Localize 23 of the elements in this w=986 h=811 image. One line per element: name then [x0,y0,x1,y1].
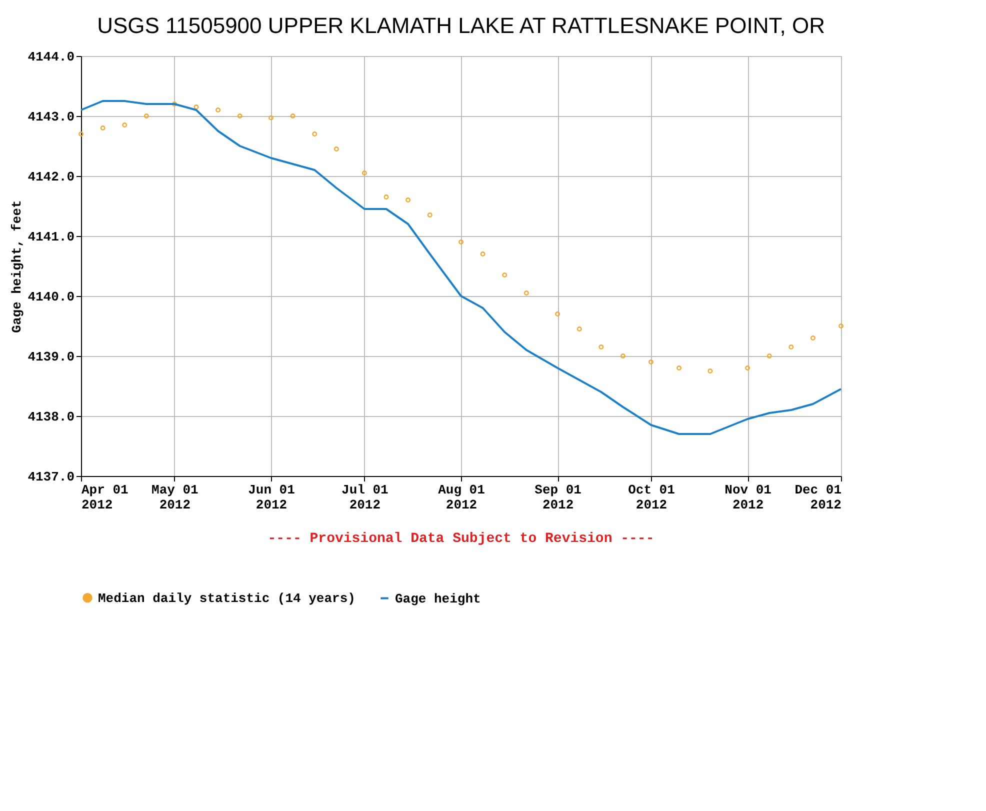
y-tick-label: 4144.0 [28,50,75,64]
x-tick-label: Oct 01 2012 [628,482,676,512]
x-tick-label: May 01 2012 [152,482,199,512]
y-tick-label: 4138.0 [28,410,75,424]
x-tick-label: Aug 01 2012 [438,482,486,512]
y-axis-title: Gage height, feet [10,200,25,333]
y-tick-label: 4141.0 [28,230,75,244]
legend-label: Gage height [395,591,481,606]
legend-label: Median daily statistic (14 years) [98,590,356,606]
y-tick-label: 4139.0 [28,350,75,364]
x-tick-label: Nov 01 2012 [724,482,772,512]
y-tick-label: 4142.0 [28,170,75,184]
x-tick-label: Apr 01 2012 [82,482,129,512]
text: ---- Provisional Data Subject to Revision ---- [268,531,654,547]
y-tick-label: 4140.0 [28,290,75,304]
x-tick-label: Jul 01 2012 [342,482,389,512]
line-series [80,100,842,435]
y-tick-label: 4137.0 [28,470,75,484]
x-tick-label: Dec 01 2012 [794,482,842,512]
x-tick-label: Sep 01 2012 [534,482,582,512]
x-tick-label: Jun 01 2012 [248,482,296,512]
y-tick-label: 4143.0 [28,110,75,124]
chart-title: USGS 11505900 UPPER KLAMATH LAKE AT RATTLESNAKE POINT, OR [97,13,825,38]
